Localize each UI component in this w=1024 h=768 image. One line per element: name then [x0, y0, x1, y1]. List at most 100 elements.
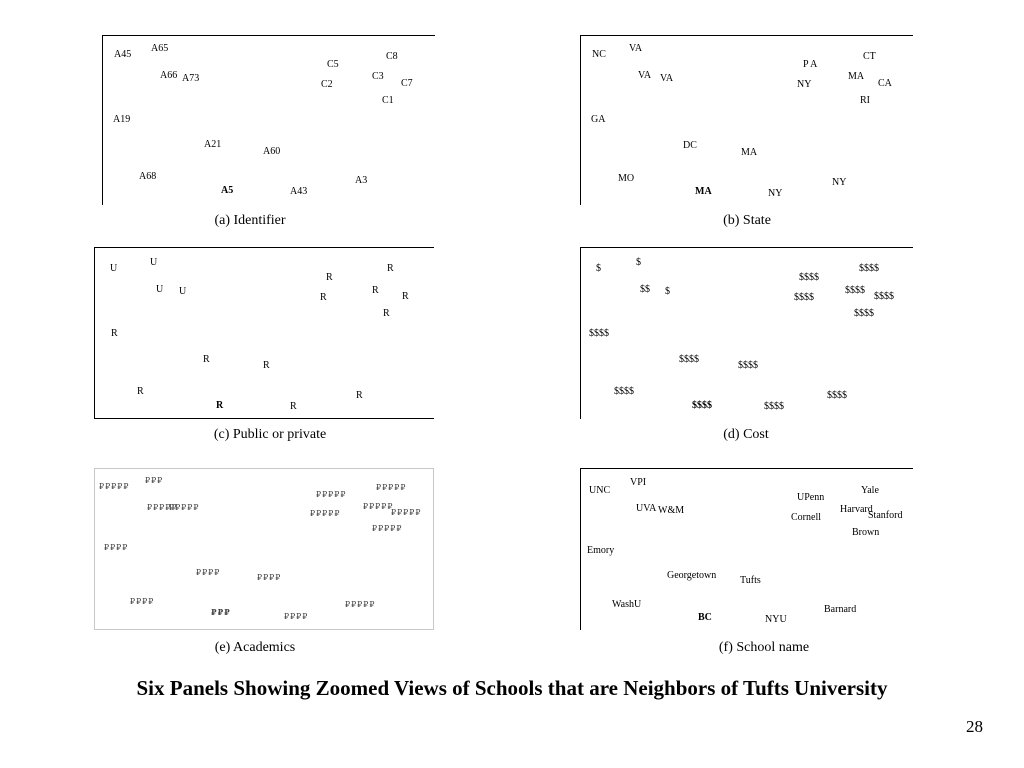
- panel-academics: ₽₽₽₽₽ ₽₽₽ ₽₽₽₽₽ ₽₽₽₽₽ ₽₽₽₽₽ ₽₽₽₽₽ ₽₽₽₽₽ ₽₽₽₽₽ ₽₽…: [94, 468, 434, 630]
- school-mark: VA: [660, 73, 674, 84]
- school-mark: A3: [355, 175, 368, 186]
- school-mark: ₽₽₽₽₽: [376, 483, 407, 492]
- school-mark: MA: [848, 71, 865, 82]
- school-mark: VPI: [630, 477, 647, 488]
- school-mark: RI: [860, 95, 870, 106]
- school-mark: C5: [327, 59, 339, 70]
- school-mark: ₽₽₽₽₽: [169, 503, 200, 512]
- school-mark: ₽₽₽₽: [104, 543, 129, 552]
- school-mark: NY: [832, 177, 847, 188]
- school-mark: $: [636, 257, 641, 268]
- school-mark: $$$$: [859, 263, 879, 274]
- school-mark: NC: [592, 49, 606, 60]
- caption-cost: (d) Cost: [723, 427, 769, 442]
- school-mark: C1: [382, 95, 394, 106]
- school-mark: NYU: [765, 614, 787, 625]
- school-mark: $$$$: [738, 360, 758, 371]
- school-mark: Tufts: [740, 575, 761, 586]
- school-mark: ₽₽₽₽₽: [391, 508, 422, 517]
- school-mark: VA: [629, 43, 643, 54]
- school-mark: $$$$: [764, 401, 784, 412]
- school-mark: CT: [863, 51, 876, 62]
- school-mark: A21: [204, 139, 222, 150]
- school-mark: UNC: [589, 485, 611, 496]
- school-mark: NY: [797, 79, 812, 90]
- school-mark: Stanford: [868, 510, 903, 521]
- school-mark: C8: [386, 51, 398, 62]
- school-mark: $$$$: [827, 390, 847, 401]
- school-mark: MA: [695, 186, 712, 197]
- school-mark: $$: [640, 284, 650, 295]
- school-mark: CA: [878, 78, 892, 89]
- panel-cost: $ $ $$$$ $$$$ $$ $ $$$$ $$$$ $$$$ $$$$ $$$$ $$$$ $$$…: [580, 247, 913, 419]
- school-mark: R: [356, 390, 363, 401]
- school-mark: R: [263, 360, 270, 371]
- school-mark: ₽₽₽: [145, 476, 164, 485]
- caption-identifier: (a) Identifier: [214, 213, 286, 228]
- school-mark: P A: [803, 59, 818, 70]
- school-mark: R: [111, 328, 118, 339]
- school-mark: $$$$: [845, 285, 865, 296]
- school-mark: NY: [768, 188, 783, 199]
- school-mark: R: [402, 291, 409, 302]
- school-mark: ₽₽₽₽₽: [99, 482, 130, 491]
- school-mark: ₽₽₽₽: [257, 573, 282, 582]
- school-mark: R: [372, 285, 379, 296]
- school-mark: VA: [638, 70, 652, 81]
- school-mark: Georgetown: [667, 570, 717, 581]
- school-mark: U: [150, 257, 158, 268]
- school-mark: R: [137, 386, 144, 397]
- school-mark: A45: [114, 49, 132, 60]
- school-mark: UVA: [636, 503, 657, 514]
- school-mark: Yale: [861, 485, 879, 496]
- school-mark: Barnard: [824, 604, 857, 615]
- school-mark: $$$$: [874, 291, 894, 302]
- page-number: 28: [966, 717, 983, 736]
- caption-public-private: (c) Public or private: [213, 427, 327, 442]
- school-mark: A73: [182, 73, 200, 84]
- school-mark: Emory: [587, 545, 615, 556]
- school-mark: R: [383, 308, 390, 319]
- school-mark: A19: [113, 114, 131, 125]
- school-mark: Harvard: [840, 504, 873, 515]
- school-mark: ₽₽₽₽₽: [316, 490, 347, 499]
- caption-academics: (e) Academics: [214, 640, 296, 655]
- school-mark: ₽₽₽₽: [284, 612, 309, 621]
- school-mark: Brown: [852, 527, 880, 538]
- school-mark: ₽₽₽₽₽: [310, 509, 341, 518]
- school-mark: Cornell: [791, 512, 821, 523]
- school-mark: WashU: [612, 599, 642, 610]
- school-mark: A43: [290, 186, 308, 197]
- school-mark: $: [596, 263, 601, 274]
- school-mark: $$$$: [799, 272, 819, 283]
- school-mark: R: [290, 401, 297, 412]
- school-mark: $$$$: [614, 386, 634, 397]
- school-mark: W&M: [658, 505, 685, 516]
- school-mark: C2: [321, 79, 333, 90]
- school-mark: MO: [618, 173, 635, 184]
- school-mark: $$$$: [692, 400, 712, 411]
- school-mark: ₽₽₽₽₽: [345, 600, 376, 609]
- school-mark: A60: [263, 146, 281, 157]
- school-mark: R: [320, 292, 327, 303]
- school-mark: ₽₽₽₽₽: [372, 524, 403, 533]
- school-mark: A68: [139, 171, 157, 182]
- school-mark: R: [203, 354, 210, 365]
- school-mark: R: [387, 263, 394, 274]
- school-mark: ₽₽₽₽: [196, 568, 221, 577]
- panel-state: NC VA CT P A VA VA MA CA NY RI GA DC MA MO NY MA NY: [580, 35, 913, 205]
- school-mark: $$$$: [794, 292, 814, 303]
- school-mark: ₽₽₽₽₽: [363, 502, 394, 511]
- panel-identifier: A45 A65 C5 C8 A66 A73 C3 C2 C7 C1 A19 A21 A60 A68 A3 A5…: [102, 35, 435, 205]
- school-mark: $$$$: [679, 354, 699, 365]
- school-mark: C7: [401, 78, 413, 89]
- school-mark: A66: [160, 70, 178, 81]
- school-mark: C3: [372, 71, 384, 82]
- school-mark: R: [326, 272, 333, 283]
- school-mark: U: [179, 286, 187, 297]
- school-mark: $$$$: [589, 328, 609, 339]
- school-mark: R: [216, 400, 224, 411]
- school-mark: BC: [698, 612, 712, 623]
- school-mark: $: [665, 286, 670, 297]
